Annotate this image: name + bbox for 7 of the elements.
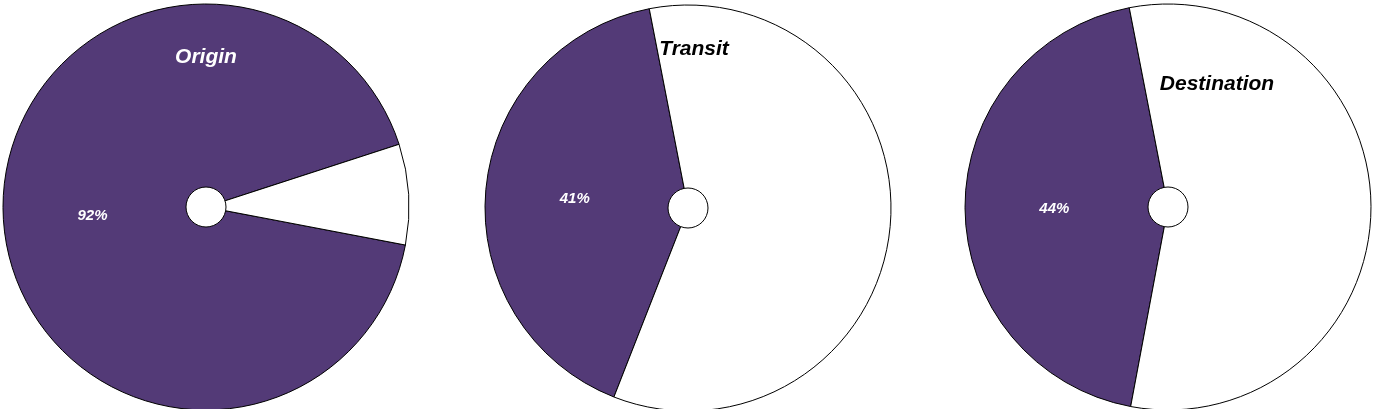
text: Destination [1159,70,1275,94]
data-label: 44% [1038,198,1070,216]
data-label: 92% [77,205,108,223]
data-label: 41% [558,189,590,207]
text: Origin [175,43,237,67]
text: Transit [659,35,730,59]
pie-slice [2,3,406,409]
